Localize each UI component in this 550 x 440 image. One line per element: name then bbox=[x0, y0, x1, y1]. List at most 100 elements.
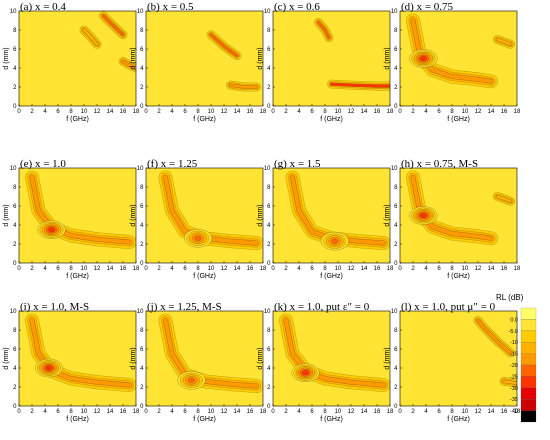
y-tick-label: 2 bbox=[394, 385, 398, 391]
x-tick-label: 6 bbox=[183, 266, 187, 272]
x-tick-label: 6 bbox=[56, 109, 60, 115]
x-tick-label: 14 bbox=[488, 409, 495, 415]
y-tick-label: 0 bbox=[267, 261, 271, 267]
x-tick-label: 10 bbox=[462, 109, 469, 115]
y-tick-label: 10 bbox=[137, 166, 144, 172]
contour-band bbox=[411, 175, 493, 241]
plot-frame bbox=[18, 10, 137, 107]
x-tick-label: 18 bbox=[514, 409, 521, 415]
x-tick-label: 2 bbox=[157, 409, 161, 415]
x-axis-label: f (GHz) bbox=[447, 416, 470, 423]
plot-frame bbox=[399, 10, 518, 107]
x-tick-label: 12 bbox=[221, 409, 228, 415]
x-tick-label: 10 bbox=[208, 109, 215, 115]
x-tick-label: 14 bbox=[107, 109, 114, 115]
plot-area bbox=[400, 311, 517, 406]
panel-title: (b) x = 0.5 bbox=[147, 1, 194, 13]
x-tick-label: 2 bbox=[411, 409, 415, 415]
colorbar-tick-label: -35 bbox=[510, 397, 518, 403]
y-tick-label: 0 bbox=[140, 104, 144, 110]
colorbar-tick-label: -40 bbox=[510, 409, 518, 415]
x-tick-label: 6 bbox=[183, 109, 187, 115]
x-tick-label: 8 bbox=[69, 109, 73, 115]
colorbar-swatch bbox=[520, 342, 537, 354]
y-tick-label: 8 bbox=[394, 28, 398, 34]
x-tick-label: 4 bbox=[170, 109, 174, 115]
x-tick-label: 16 bbox=[374, 409, 381, 415]
x-tick-label: 6 bbox=[56, 409, 60, 415]
y-tick-label: 0 bbox=[13, 261, 17, 267]
colorbar-tick-label: -5.0 bbox=[509, 329, 518, 335]
y-tick-label: 4 bbox=[394, 66, 398, 72]
x-tick-label: 12 bbox=[348, 109, 355, 115]
contour-band bbox=[330, 82, 390, 88]
y-axis-label: d (mm) bbox=[257, 347, 264, 369]
panel-title: (j) x = 1.25, M-S bbox=[147, 301, 222, 313]
plot-frame bbox=[272, 167, 391, 264]
x-tick-label: 4 bbox=[170, 409, 174, 415]
contour-features bbox=[279, 313, 390, 393]
y-tick-label: 6 bbox=[13, 347, 17, 353]
y-tick-label: 8 bbox=[140, 328, 144, 334]
x-tick-label: 0 bbox=[144, 109, 148, 115]
y-tick-label: 2 bbox=[13, 85, 17, 91]
y-tick-label: 8 bbox=[394, 185, 398, 191]
plot-area bbox=[273, 11, 390, 106]
x-tick-label: 10 bbox=[335, 266, 342, 272]
contour-band bbox=[30, 318, 132, 388]
y-tick-label: 4 bbox=[13, 366, 17, 372]
y-tick-label: 6 bbox=[394, 47, 398, 53]
y-axis-label: d (mm) bbox=[130, 347, 137, 369]
y-tick-label: 10 bbox=[137, 309, 144, 315]
y-tick-label: 10 bbox=[391, 166, 398, 172]
x-tick-label: 18 bbox=[514, 266, 521, 272]
y-tick-label: 10 bbox=[264, 309, 271, 315]
x-tick-label: 0 bbox=[17, 409, 21, 415]
contour-band bbox=[476, 319, 512, 355]
x-tick-label: 2 bbox=[284, 109, 288, 115]
contour-band bbox=[496, 38, 512, 46]
x-tick-label: 0 bbox=[271, 409, 275, 415]
y-tick-label: 8 bbox=[140, 185, 144, 191]
y-tick-label: 6 bbox=[140, 347, 144, 353]
x-tick-label: 8 bbox=[323, 409, 327, 415]
x-tick-label: 10 bbox=[462, 409, 469, 415]
y-tick-label: 2 bbox=[267, 385, 271, 391]
x-tick-label: 2 bbox=[411, 266, 415, 272]
x-tick-label: 6 bbox=[310, 266, 314, 272]
y-tick-label: 2 bbox=[394, 242, 398, 248]
x-tick-label: 10 bbox=[208, 266, 215, 272]
y-tick-label: 6 bbox=[140, 204, 144, 210]
y-tick-label: 4 bbox=[140, 66, 144, 72]
x-tick-label: 6 bbox=[437, 409, 441, 415]
contour-band bbox=[209, 33, 239, 57]
x-axis-label: f (GHz) bbox=[447, 116, 470, 123]
y-tick-label: 2 bbox=[13, 242, 17, 248]
y-tick-label: 10 bbox=[137, 9, 144, 15]
colorbar-title: RL (dB) bbox=[496, 293, 524, 302]
y-tick-label: 4 bbox=[267, 366, 271, 372]
plot-frame bbox=[18, 310, 137, 407]
y-tick-label: 4 bbox=[140, 366, 144, 372]
x-tick-label: 18 bbox=[133, 409, 140, 415]
y-axis-label: d (mm) bbox=[3, 204, 10, 226]
x-tick-label: 4 bbox=[424, 409, 428, 415]
plot-frame bbox=[399, 167, 518, 264]
contour-features bbox=[79, 11, 136, 73]
y-tick-label: 0 bbox=[267, 104, 271, 110]
x-tick-label: 16 bbox=[247, 409, 254, 415]
contour-band bbox=[496, 195, 512, 203]
y-tick-label: 8 bbox=[140, 28, 144, 34]
x-tick-label: 4 bbox=[43, 109, 47, 115]
y-tick-label: 10 bbox=[10, 309, 17, 315]
contour-spot bbox=[194, 235, 202, 241]
colorbar-swatches bbox=[520, 307, 537, 423]
y-tick-label: 10 bbox=[391, 9, 398, 15]
